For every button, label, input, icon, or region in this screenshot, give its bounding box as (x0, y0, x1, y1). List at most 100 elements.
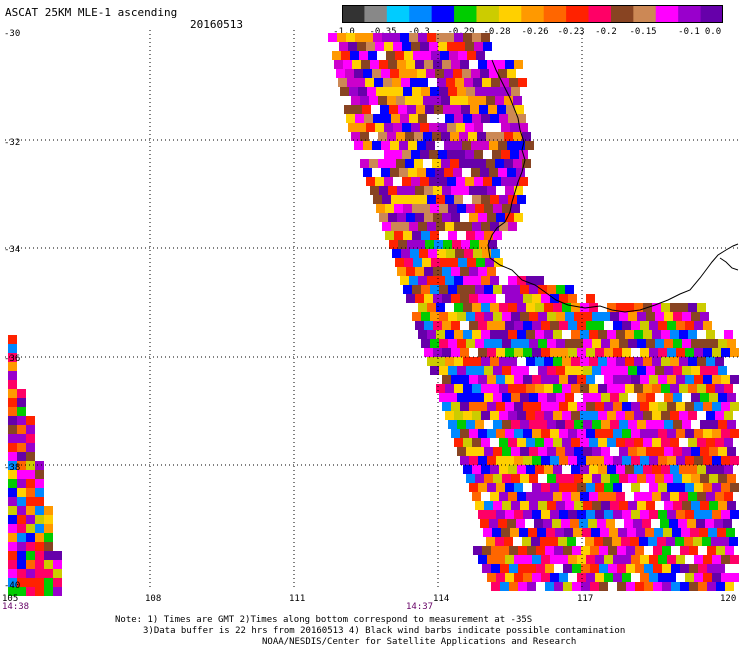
data-cell (484, 87, 493, 96)
data-cell (689, 546, 698, 555)
data-cell (571, 357, 580, 366)
data-cell (589, 411, 598, 420)
data-cell (673, 501, 682, 510)
data-cell (532, 429, 541, 438)
data-cell (634, 438, 643, 447)
data-cell (394, 231, 403, 240)
data-cell (580, 357, 589, 366)
data-cell (457, 87, 466, 96)
scale-label: -0.15 (629, 27, 657, 37)
data-cell (510, 177, 519, 186)
data-cell (625, 411, 634, 420)
data-cell (375, 177, 384, 186)
data-cell (634, 492, 643, 501)
data-cell (35, 560, 44, 569)
data-cell (404, 51, 413, 60)
scale-label: -0.23 (557, 27, 585, 37)
data-cell (475, 393, 484, 402)
data-cell (424, 267, 433, 276)
data-cell (464, 78, 473, 87)
data-cell (599, 582, 608, 591)
data-cell (363, 141, 372, 150)
data-cell (637, 339, 646, 348)
data-cell (460, 348, 469, 357)
data-cell (518, 546, 527, 555)
data-cell (452, 240, 461, 249)
data-cell (361, 60, 370, 69)
data-cell (363, 69, 372, 78)
data-cell (526, 303, 535, 312)
data-cell (598, 438, 607, 447)
data-cell (499, 195, 508, 204)
data-cell (592, 447, 601, 456)
data-cell (497, 105, 506, 114)
data-cell (586, 348, 595, 357)
data-cell (366, 42, 375, 51)
data-cell (478, 294, 487, 303)
data-cell (730, 483, 739, 492)
data-cell (662, 582, 671, 591)
data-cell (481, 222, 490, 231)
data-cell (466, 474, 475, 483)
data-cell (498, 168, 507, 177)
data-cell (478, 375, 487, 384)
data-cell (610, 339, 619, 348)
data-cell (409, 195, 418, 204)
data-cell (372, 141, 381, 150)
data-cell (724, 330, 733, 339)
data-cell (487, 510, 496, 519)
data-cell (410, 249, 419, 258)
data-cell (547, 420, 556, 429)
data-cell (369, 159, 378, 168)
data-cell (490, 411, 499, 420)
data-cell (17, 533, 26, 542)
data-cell (508, 384, 517, 393)
data-cell (443, 240, 452, 249)
data-cell (383, 78, 392, 87)
data-cell (571, 411, 580, 420)
data-cell (676, 483, 685, 492)
data-cell (453, 69, 462, 78)
data-cell (427, 357, 436, 366)
data-cell (688, 411, 697, 420)
data-cell (484, 393, 493, 402)
data-cell (469, 294, 478, 303)
data-cell (44, 542, 53, 551)
data-cell (559, 510, 568, 519)
data-cell (402, 150, 411, 159)
data-cell (556, 366, 565, 375)
data-cell (421, 204, 430, 213)
data-cell (520, 285, 529, 294)
data-cell (425, 105, 434, 114)
data-cell (718, 447, 727, 456)
data-cell (658, 483, 667, 492)
data-cell (420, 177, 429, 186)
data-cell (346, 33, 355, 42)
data-cell (17, 542, 26, 551)
data-cell (685, 375, 694, 384)
data-cell (475, 204, 484, 213)
data-cell (554, 582, 563, 591)
data-cell (589, 330, 598, 339)
data-cell (373, 33, 382, 42)
data-cell (532, 402, 541, 411)
data-cell (652, 330, 661, 339)
data-cell (373, 195, 382, 204)
data-cell (613, 375, 622, 384)
data-cell (478, 429, 487, 438)
data-cell (481, 438, 490, 447)
data-cell (465, 42, 474, 51)
data-cell (523, 510, 532, 519)
data-cell (459, 159, 468, 168)
data-cell (690, 528, 699, 537)
data-cell (661, 411, 670, 420)
data-cell (397, 267, 406, 276)
data-cell (17, 416, 26, 425)
data-cell (589, 384, 598, 393)
data-cell (502, 447, 511, 456)
data-cell (35, 515, 44, 524)
data-cell (619, 312, 628, 321)
data-cell (592, 501, 601, 510)
data-cell (391, 114, 400, 123)
data-cell (474, 177, 483, 186)
